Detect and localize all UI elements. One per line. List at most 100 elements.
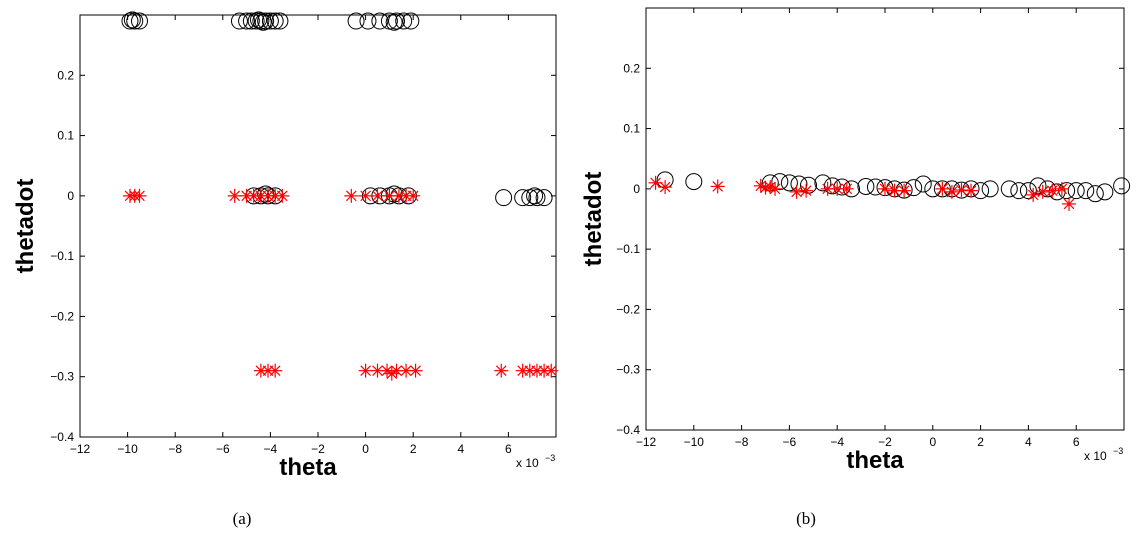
y-axis-label: thetadot — [580, 172, 607, 267]
chart-panel-a: −12 −10 −8 −6 −4 −2 0 2 4 6 −0.4 −0.3 −0.2 −0.1 0 0.1 0.… — [12, 11, 559, 528]
x-tick-label: −12 — [70, 442, 91, 456]
data-point-circle — [857, 177, 875, 195]
data-point-asterisk — [544, 363, 559, 378]
data-point-circle — [1019, 182, 1037, 200]
x-tick-label: 2 — [977, 435, 984, 449]
plot-area — [645, 7, 1125, 431]
data-point-circle — [1077, 182, 1095, 200]
data-point-asterisk — [954, 183, 969, 198]
x-tick-label: 6 — [1073, 435, 1080, 449]
data-point-circle — [121, 12, 139, 30]
x-tick-label: −4 — [264, 442, 278, 456]
scatter-chart-b: −12 −10 −8 −6 −4 −2 0 2 4 6 −0.4 −0.3 −0.2 −0.1 0 0.1 0.… — [580, 7, 1131, 528]
data-point-circle — [1086, 185, 1104, 203]
data-point-circle — [1010, 182, 1028, 200]
data-point-circle — [1029, 177, 1047, 195]
data-point-asterisk — [358, 188, 373, 203]
data-point-circle — [388, 12, 406, 30]
data-point-asterisk — [384, 366, 399, 381]
x-multiplier-exponent: −3 — [1113, 446, 1123, 456]
y-tick-label: −0.2 — [616, 302, 640, 316]
x-tick-label: 6 — [505, 442, 512, 456]
data-point-circle — [905, 179, 923, 197]
data-point-asterisk — [944, 184, 959, 199]
data-point-circle — [526, 187, 544, 205]
data-point-circle — [347, 12, 365, 30]
data-point-circle — [371, 12, 389, 30]
data-point-circle — [1067, 182, 1085, 200]
data-point-circle — [254, 13, 272, 31]
data-point-circle — [914, 175, 932, 193]
data-point-circle — [123, 11, 141, 29]
data-point-circle — [266, 12, 284, 30]
x-tick-label: −2 — [311, 442, 325, 456]
data-point-asterisk — [878, 181, 892, 196]
data-point-circle — [1000, 180, 1018, 198]
x-multiplier-label: x 10 — [1084, 449, 1107, 463]
data-point-asterisk — [1045, 183, 1060, 198]
x-tick-label: −4 — [830, 435, 844, 449]
data-point-asterisk — [370, 188, 385, 203]
data-point-circle — [250, 11, 267, 29]
data-point-asterisk — [1062, 196, 1077, 211]
data-point-circle — [1113, 177, 1131, 195]
figure-caption: (a) — [233, 509, 252, 528]
data-point-asterisk — [132, 188, 147, 203]
data-point-asterisk — [1054, 181, 1069, 196]
data-point-circle — [252, 12, 270, 30]
figure-caption: (b) — [796, 509, 816, 528]
data-point-asterisk — [935, 181, 950, 196]
y-tick-label: −0.4 — [50, 430, 74, 444]
data-point-circle — [247, 12, 265, 30]
x-multiplier-label: x 10 — [516, 456, 539, 470]
data-point-circle — [833, 178, 851, 196]
data-point-circle — [528, 189, 546, 207]
data-point-asterisk — [897, 183, 912, 198]
data-point-asterisk — [658, 180, 673, 195]
x-tick-label: 2 — [410, 442, 417, 456]
data-point-circle — [242, 12, 260, 30]
data-point-asterisk — [408, 363, 423, 378]
data-point-circle — [685, 173, 703, 191]
data-point-circle — [771, 173, 789, 191]
data-point-circle — [535, 189, 553, 207]
y-tick-label: 0.1 — [623, 122, 640, 136]
x-tick-label: −8 — [735, 435, 749, 449]
x-tick-label: −10 — [684, 435, 705, 449]
data-point-asterisk — [358, 363, 373, 378]
data-point-asterisk — [839, 181, 854, 196]
x-tick-label: −6 — [216, 442, 230, 456]
data-point-circle — [385, 13, 403, 31]
data-point-circle — [131, 12, 148, 30]
data-point-circle — [238, 12, 256, 30]
x-tick-label: −2 — [878, 435, 892, 449]
y-tick-label: −0.3 — [50, 370, 74, 384]
data-point-asterisk — [768, 181, 783, 196]
data-point-asterisk — [799, 183, 814, 198]
data-point-circle — [257, 12, 275, 30]
x-multiplier-exponent: −3 — [545, 453, 555, 463]
data-point-circle — [514, 189, 532, 207]
data-point-asterisk — [710, 179, 725, 194]
data-point-circle — [981, 180, 999, 198]
data-point-circle — [1096, 183, 1114, 201]
y-tick-label: −0.4 — [616, 423, 640, 437]
y-tick-label: 0 — [633, 182, 640, 196]
data-point-asterisk — [275, 188, 290, 203]
data-point-asterisk — [268, 363, 283, 378]
x-tick-label: 0 — [929, 435, 936, 449]
y-tick-label: −0.3 — [616, 363, 640, 377]
y-tick-label: 0 — [67, 189, 74, 203]
data-point-circle — [395, 12, 413, 30]
y-tick-label: 0.2 — [623, 61, 640, 75]
x-axis-label: theta — [846, 447, 904, 474]
y-tick-label: −0.1 — [616, 242, 640, 256]
data-point-circle — [230, 12, 248, 30]
data-point-asterisk — [494, 363, 509, 378]
data-point-circle — [495, 189, 513, 207]
data-point-asterisk — [1035, 184, 1050, 199]
data-point-asterisk — [789, 184, 804, 199]
x-axis-label: theta — [279, 454, 337, 481]
x-tick-label: −8 — [168, 442, 182, 456]
data-point-circle — [385, 185, 403, 203]
